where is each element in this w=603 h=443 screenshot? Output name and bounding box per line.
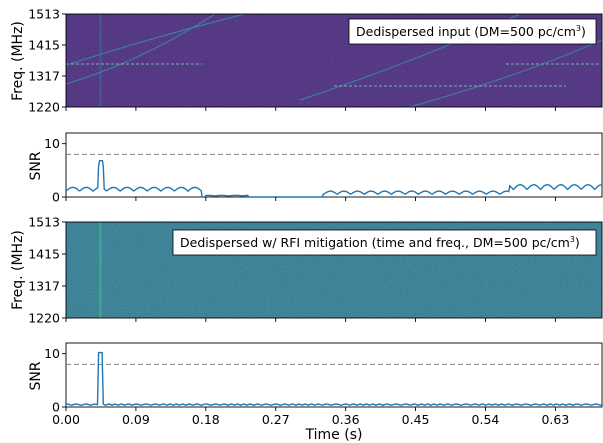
y-tick-label: 10 xyxy=(44,136,60,151)
svg-text:Dedispersed w/ RFI mitigation: Dedispersed w/ RFI mitigation (time and … xyxy=(180,235,580,250)
y-tick-label: 1220 xyxy=(28,100,60,115)
y-tick-label: 1317 xyxy=(28,69,60,84)
y-ticks: 10 0 xyxy=(44,346,66,415)
x-tick-label: 0.27 xyxy=(262,412,290,427)
x-tick-label: 0.63 xyxy=(541,412,569,427)
x-tick-label: 0.00 xyxy=(52,412,80,427)
heatmap-features xyxy=(99,222,102,318)
panel-heatmap-input: 1513 1415 1317 1220 Freq. (MHz) Dedispersed… xyxy=(10,7,603,115)
annotation-superscript: 3 xyxy=(576,24,581,33)
annotation-close: ) xyxy=(575,235,580,250)
y-ticks: 1513 1415 1317 1220 xyxy=(28,215,66,326)
y-tick-label: 1513 xyxy=(28,7,60,22)
x-tick-label: 0.45 xyxy=(402,412,430,427)
y-tick-label: 10 xyxy=(44,346,60,361)
annotation-box: Dedispersed w/ RFI mitigation (time and … xyxy=(172,229,597,256)
panel-snr-rfi: 10 0 0.00 0.09 0.18 0.27 0.36 0.45 0.54 0.63 SNR… xyxy=(28,107,603,443)
svg-text:Dedispersed input (DM=500 pc/c: Dedispersed input (DM=500 pc/cm3) xyxy=(356,24,586,39)
snr-frame xyxy=(65,342,603,408)
annotation-superscript: 3 xyxy=(570,235,575,244)
y-tick-label: 0 xyxy=(52,400,60,415)
annotation-box: Dedispersed input (DM=500 pc/cm3) xyxy=(348,18,597,45)
annotation-text: Dedispersed input (DM=500 pc/cm xyxy=(356,24,576,39)
y-tick-label: 1415 xyxy=(28,247,60,262)
y-ticks: 1513 1415 1317 1220 xyxy=(28,7,66,115)
y-axis-label: SNR xyxy=(28,151,44,180)
y-axis-label: SNR xyxy=(28,361,44,390)
y-tick-label: 1317 xyxy=(28,279,60,294)
dispersed-sweep xyxy=(65,13,216,85)
annotation-text: Dedispersed w/ RFI mitigation (time and … xyxy=(180,235,570,250)
panel-heatmap-rfi: 1513 1415 1317 1220 Freq. (MHz) Dedispersed… xyxy=(10,215,603,326)
y-ticks: 10 0 xyxy=(44,136,66,205)
y-tick-label: 1220 xyxy=(28,311,60,326)
y-axis-label: Freq. (MHz) xyxy=(10,230,26,310)
pulse-column xyxy=(99,14,102,107)
y-axis-label: Freq. (MHz) xyxy=(10,21,26,101)
x-axis-label: Time (s) xyxy=(305,427,363,443)
snr-series xyxy=(65,160,602,198)
dispersed-sweep xyxy=(69,13,246,65)
snr-frame xyxy=(65,132,603,198)
heatmap-frame xyxy=(65,13,603,108)
dispersed-sweep xyxy=(409,39,603,108)
pulse-column xyxy=(99,222,102,318)
panel-snr-input: 10 0 SNR xyxy=(28,132,603,205)
x-ticks: 0.00 0.09 0.18 0.27 0.36 0.45 0.54 0.63 xyxy=(52,107,569,427)
x-tick-label: 0.18 xyxy=(192,412,220,427)
y-tick-label: 0 xyxy=(52,190,60,205)
heatmap-frame xyxy=(65,221,603,319)
x-tick-label: 0.54 xyxy=(472,412,500,427)
x-tick-label: 0.09 xyxy=(122,412,150,427)
annotation-close: ) xyxy=(581,24,586,39)
x-tick-label: 0.36 xyxy=(332,412,360,427)
y-tick-label: 1513 xyxy=(28,215,60,230)
y-tick-label: 1415 xyxy=(28,38,60,53)
snr-series xyxy=(65,351,603,407)
